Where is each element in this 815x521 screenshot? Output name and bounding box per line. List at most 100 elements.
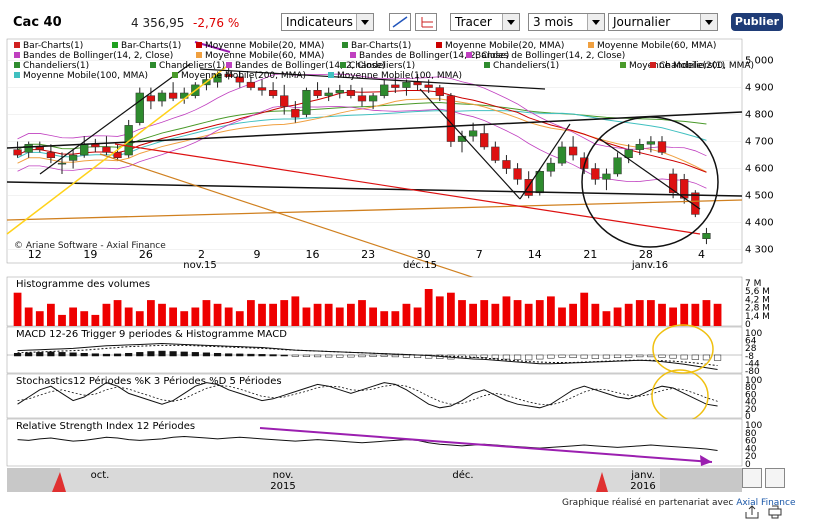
draw-dropdown[interactable]: Tracer xyxy=(450,13,520,31)
candle-body xyxy=(146,95,156,102)
timeline-navigator[interactable]: oct. nov. déc. janv. 2015 2016 xyxy=(7,468,742,492)
volume-bar xyxy=(113,300,122,326)
legend-swatch xyxy=(620,62,626,68)
volume-panel: Histogramme des volumes 7 M5,6 M4,2 M2,8 … xyxy=(6,276,770,330)
panel-tick-label: 20 xyxy=(745,452,757,462)
panel-tick-label: 100 xyxy=(745,376,762,386)
macd-histogram-bar xyxy=(225,353,233,357)
volume-bar xyxy=(335,307,344,326)
orange-trendline xyxy=(6,199,743,221)
hline-icon xyxy=(421,17,433,28)
macd-panel: MACD 12-26 Trigger 9 periodes & Histogra… xyxy=(6,324,762,377)
macd-histogram-bar xyxy=(636,354,644,358)
candle-body xyxy=(157,92,167,102)
last-price: 4 356,95 xyxy=(131,16,185,30)
candle-body xyxy=(224,73,233,78)
stoch-d-line xyxy=(17,384,718,406)
legend-entry: Bandes de Bollinger(14, 2, Close) xyxy=(23,51,173,61)
macd-highlight-circle xyxy=(652,324,714,374)
x-tick-label: 30 xyxy=(417,248,431,261)
candle-body xyxy=(591,168,600,180)
volume-bar xyxy=(235,311,244,326)
macd-histogram-bar xyxy=(191,352,199,357)
volume-bar xyxy=(69,307,77,326)
timeline-month-label: oct. xyxy=(91,470,110,481)
candle-body xyxy=(346,90,356,96)
volume-bar xyxy=(369,307,377,326)
volume-bar xyxy=(491,303,500,326)
panel-title: MACD 12-26 Trigger 9 periodes & Histogra… xyxy=(16,329,287,340)
macd-histogram-bar xyxy=(402,354,411,358)
x-tick-label: 9 xyxy=(254,248,261,261)
candle-body xyxy=(291,108,300,118)
panel-tick-label: -80 xyxy=(745,367,760,377)
legend-swatch xyxy=(340,62,346,68)
macd-histogram-bar xyxy=(669,354,677,359)
legend-swatch xyxy=(466,52,472,58)
uptrend-line xyxy=(39,63,191,175)
legend-entry: Moyenne Mobile(60, MMA) xyxy=(597,41,716,51)
panel-tick-label: 100 xyxy=(745,421,762,431)
macd-histogram-bar xyxy=(680,354,688,360)
legend-swatch xyxy=(14,52,20,58)
macd-histogram-bar xyxy=(125,352,133,357)
volume-bar xyxy=(213,303,222,326)
volume-bar xyxy=(302,307,311,326)
stoch-k-line xyxy=(17,382,718,409)
timeline-left-handle xyxy=(52,472,66,492)
candle-body xyxy=(413,81,422,86)
candle-body xyxy=(280,95,289,107)
macd-histogram-bar xyxy=(358,354,366,358)
interval-dropdown[interactable]: Journalier xyxy=(608,13,718,31)
volume-bar xyxy=(635,300,644,326)
candle-body xyxy=(546,162,556,172)
legend-swatch xyxy=(328,72,334,78)
x-tick-label: 16 xyxy=(306,248,320,261)
price-tick-label: 4 300 xyxy=(745,245,774,256)
footer-link[interactable]: Axial Finance xyxy=(736,498,796,508)
candle-body xyxy=(35,146,44,150)
macd-histogram-bar xyxy=(58,352,66,357)
price-tick-label: 4 900 xyxy=(745,83,774,94)
print-button[interactable] xyxy=(765,468,785,519)
publish-button[interactable]: Publier xyxy=(731,13,783,31)
export-button[interactable] xyxy=(742,468,762,519)
chevron-down-icon xyxy=(502,14,519,30)
legend-entry: Bandes de Bollinger(14, 2, Close) xyxy=(359,51,509,61)
macd-histogram-bar xyxy=(13,352,22,357)
volume-bar xyxy=(347,303,355,326)
legend-entry: Moyenne Mobile(100, MMA) xyxy=(337,71,462,81)
candle-body xyxy=(524,179,533,196)
candle-body xyxy=(435,87,444,96)
indicators-dropdown[interactable]: Indicateurs xyxy=(281,13,374,31)
candle-body xyxy=(246,81,256,88)
candle-body xyxy=(468,130,478,137)
legend-swatch xyxy=(172,72,178,78)
volume-bar xyxy=(658,303,666,326)
candle-body xyxy=(102,146,111,153)
macd-histogram-bar xyxy=(547,354,555,359)
copyright-text: © Ariane Software - Axial Finance xyxy=(14,241,166,251)
volume-bar xyxy=(647,300,655,326)
legend-swatch xyxy=(196,42,202,48)
line-chart-button[interactable] xyxy=(389,13,411,31)
panel-tick-label: 60 xyxy=(745,437,757,447)
period-dropdown[interactable]: 3 mois xyxy=(528,13,605,31)
panel-tick-label: 1,4 M xyxy=(745,312,770,322)
macd-histogram-bar xyxy=(380,354,388,357)
candle-body xyxy=(335,90,344,94)
red-trendline xyxy=(114,143,701,235)
legend-entry: Chandeliers(1) xyxy=(23,61,89,71)
resistance-trendline xyxy=(6,111,743,149)
macd-histogram-bar xyxy=(469,354,477,359)
candle-chart-button[interactable] xyxy=(415,13,437,31)
candle-body xyxy=(480,133,489,148)
volume-bar xyxy=(513,300,522,326)
panel-tick-label: 40 xyxy=(745,444,757,454)
month-label: janv.16 xyxy=(631,260,668,271)
x-tick-label: 19 xyxy=(83,248,97,261)
candle-body xyxy=(513,168,522,180)
panel-tick-label: 20 xyxy=(745,405,757,415)
candle-body xyxy=(91,144,100,148)
macd-histogram-bar xyxy=(580,354,588,359)
